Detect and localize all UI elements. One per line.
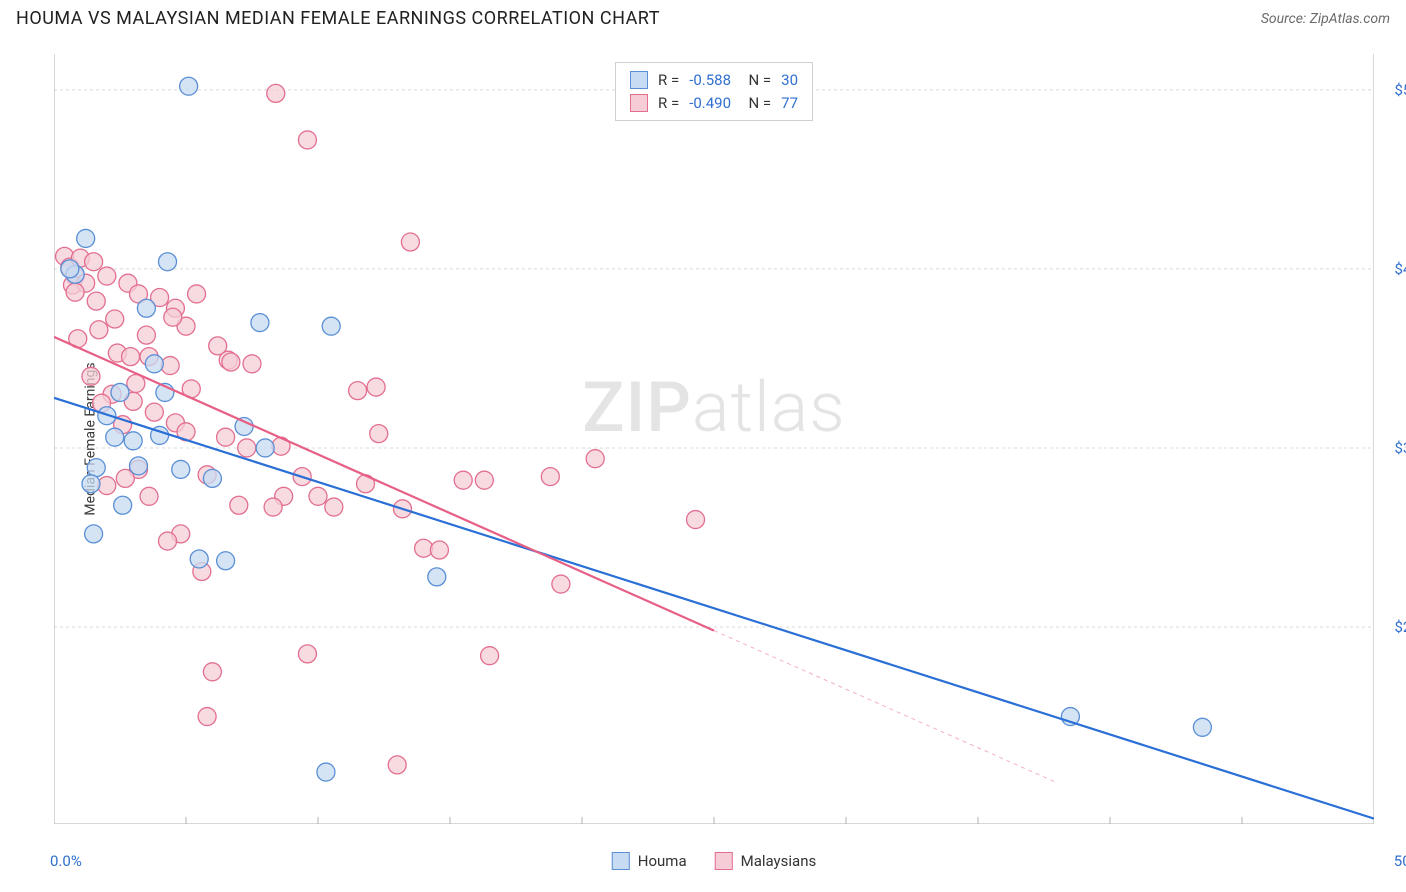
n-value-houma: 30	[781, 69, 798, 92]
legend-item-houma: Houma	[612, 852, 687, 870]
swatch-houma	[630, 71, 648, 89]
legend-bottom: Houma Malaysians	[612, 852, 816, 870]
legend-label: Houma	[638, 852, 687, 870]
r-value-houma: -0.588	[689, 69, 731, 92]
y-tick-label: $30,000	[1394, 439, 1406, 457]
chart-area: Median Female Earnings ZIPatlas R = -0.5…	[54, 54, 1374, 824]
chart-header: HOUMA VS MALAYSIAN MEDIAN FEMALE EARNING…	[0, 0, 1406, 33]
y-tick-label: $50,000	[1394, 81, 1406, 99]
scatter-plot	[54, 54, 1374, 824]
chart-source: Source: ZipAtlas.com	[1261, 11, 1390, 27]
swatch-houma	[612, 852, 630, 870]
x-tick-max: 50.0%	[1394, 852, 1406, 870]
legend-item-malaysians: Malaysians	[715, 852, 817, 870]
x-tick-min: 0.0%	[50, 852, 82, 870]
legend-stats-row: R = -0.588 N = 30	[630, 69, 798, 92]
y-tick-label: $40,000	[1394, 260, 1406, 278]
legend-stats: R = -0.588 N = 30 R = -0.490 N = 77	[615, 62, 813, 121]
n-value-malaysians: 77	[781, 92, 798, 115]
legend-stats-row: R = -0.490 N = 77	[630, 92, 798, 115]
r-value-malaysians: -0.490	[689, 92, 731, 115]
y-tick-label: $20,000	[1394, 618, 1406, 636]
swatch-malaysians	[630, 94, 648, 112]
swatch-malaysians	[715, 852, 733, 870]
legend-label: Malaysians	[741, 852, 817, 870]
chart-title: HOUMA VS MALAYSIAN MEDIAN FEMALE EARNING…	[16, 8, 660, 29]
